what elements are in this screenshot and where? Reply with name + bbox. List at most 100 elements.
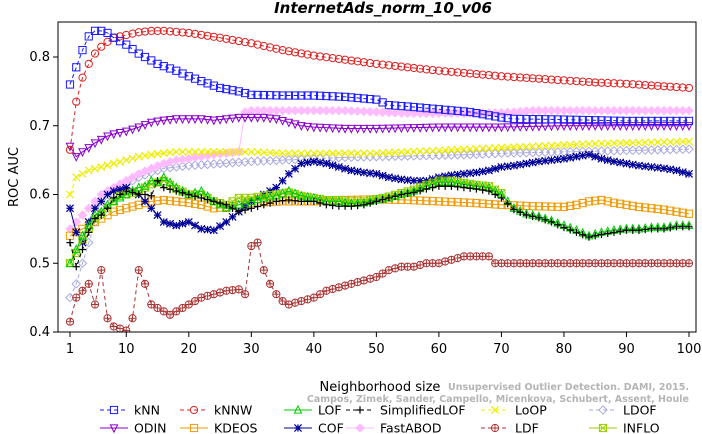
data-point-knnw bbox=[240, 38, 250, 47]
data-point-kdeos bbox=[566, 201, 575, 210]
data-point-odin bbox=[153, 117, 162, 127]
data-point-simplifiedlof bbox=[329, 201, 337, 210]
data-point-knnw bbox=[309, 51, 318, 60]
data-point-knnw bbox=[316, 52, 325, 61]
data-point-ldf bbox=[290, 298, 300, 307]
data-point-cof bbox=[553, 155, 562, 164]
data-point-simplifiedlof bbox=[435, 182, 443, 190]
data-point-loop bbox=[522, 142, 531, 151]
data-point-loop bbox=[197, 147, 206, 156]
legend-item-fastabod: FastABOD bbox=[346, 421, 442, 434]
data-point-knn bbox=[678, 116, 687, 126]
series-line-ldf bbox=[69, 241, 689, 332]
data-point-loop bbox=[334, 149, 343, 158]
data-point-simplifiedlof bbox=[310, 197, 318, 205]
data-point-loop bbox=[103, 161, 112, 170]
data-point-lof bbox=[134, 182, 144, 192]
data-point-loop bbox=[278, 149, 287, 158]
data-point-fastabod bbox=[352, 106, 363, 116]
data-point-cof bbox=[578, 151, 587, 160]
data-point-loop bbox=[378, 148, 387, 157]
data-point-kdeos bbox=[684, 209, 694, 218]
data-point-ldof bbox=[71, 279, 82, 289]
legend-item-knn: kNN bbox=[100, 403, 160, 418]
data-point-knnw bbox=[172, 27, 181, 37]
data-point-knnw bbox=[491, 71, 500, 80]
data-point-loop bbox=[141, 151, 150, 160]
data-point-cof bbox=[328, 161, 337, 170]
legend-item-ldof: LDOF bbox=[589, 403, 657, 418]
data-point-simplifiedlof bbox=[579, 231, 587, 239]
data-point-fastabod bbox=[540, 105, 550, 116]
data-point-fastabod bbox=[140, 166, 150, 176]
data-point-simplifiedlof bbox=[197, 194, 205, 202]
data-point-simplifiedlof bbox=[422, 185, 430, 193]
data-point-cof bbox=[72, 228, 81, 237]
data-point-kdeos bbox=[128, 202, 137, 211]
data-point-knn bbox=[215, 83, 225, 93]
data-point-ldf bbox=[484, 252, 494, 261]
data-point-odin bbox=[121, 127, 131, 137]
data-point-loop bbox=[84, 166, 93, 175]
data-point-knnw bbox=[184, 28, 193, 38]
data-point-simplifiedlof bbox=[466, 184, 474, 192]
data-point-kdeos bbox=[447, 197, 456, 207]
legend-marker-inflo bbox=[598, 423, 608, 433]
data-point-loop bbox=[584, 139, 593, 148]
data-point-loop bbox=[466, 145, 475, 154]
data-point-simplifiedlof bbox=[260, 201, 268, 209]
data-point-knnw bbox=[684, 83, 694, 93]
data-point-odin bbox=[328, 124, 338, 134]
data-point-ldf bbox=[84, 279, 93, 288]
data-point-odin bbox=[446, 123, 456, 133]
data-point-loop bbox=[628, 138, 637, 147]
data-point-knn bbox=[491, 112, 500, 121]
data-point-ldf bbox=[328, 284, 337, 294]
watermark-authors: Campos, Zimek, Sander, Campello, Micenko… bbox=[307, 394, 689, 405]
data-point-cof bbox=[97, 197, 106, 206]
data-point-odin bbox=[403, 124, 413, 134]
y-axis-label: ROC AUC bbox=[7, 147, 22, 207]
data-point-lof bbox=[196, 185, 206, 195]
data-point-kdeos bbox=[616, 199, 625, 208]
data-point-fastabod bbox=[609, 105, 619, 116]
legend-label-lof: LOF bbox=[318, 403, 342, 418]
legend-item-odin: ODIN bbox=[100, 421, 167, 434]
data-point-cof bbox=[497, 162, 506, 172]
legend-label-ldof: LDOF bbox=[623, 403, 657, 418]
data-point-kdeos bbox=[547, 202, 556, 211]
data-point-loop bbox=[547, 141, 556, 150]
data-point-simplifiedlof bbox=[122, 187, 130, 195]
data-point-ldf bbox=[309, 293, 318, 302]
data-point-simplifiedlof bbox=[491, 190, 499, 199]
data-point-cof bbox=[441, 172, 450, 181]
data-point-kdeos bbox=[416, 196, 425, 205]
data-point-cof bbox=[547, 156, 556, 165]
data-point-loop bbox=[72, 173, 81, 182]
data-point-loop bbox=[428, 146, 437, 155]
data-point-fastabod bbox=[640, 105, 651, 116]
data-point-simplifiedlof bbox=[441, 182, 449, 190]
data-point-ldf bbox=[378, 269, 387, 278]
data-point-simplifiedlof bbox=[410, 188, 418, 197]
data-point-knn bbox=[628, 116, 637, 126]
x-tick-label: 70 bbox=[493, 342, 510, 357]
x-tick-label: 40 bbox=[306, 342, 323, 357]
data-point-knn bbox=[666, 116, 675, 126]
data-point-knnw bbox=[228, 35, 237, 45]
data-point-loop bbox=[97, 162, 106, 172]
data-point-odin bbox=[215, 115, 225, 125]
data-point-knn bbox=[359, 94, 368, 103]
data-point-odin bbox=[584, 122, 594, 131]
data-point-simplifiedlof bbox=[685, 223, 693, 231]
data-point-simplifiedlof bbox=[360, 201, 368, 209]
data-point-loop bbox=[284, 149, 293, 158]
data-point-cof bbox=[647, 162, 656, 172]
data-point-knn bbox=[416, 103, 425, 112]
data-point-loop bbox=[359, 149, 368, 158]
y-tick-label: 0.5 bbox=[29, 256, 50, 271]
data-point-loop bbox=[453, 145, 462, 154]
data-point-fastabod bbox=[565, 105, 576, 116]
data-point-fastabod bbox=[584, 105, 594, 116]
data-point-loop bbox=[372, 149, 381, 158]
